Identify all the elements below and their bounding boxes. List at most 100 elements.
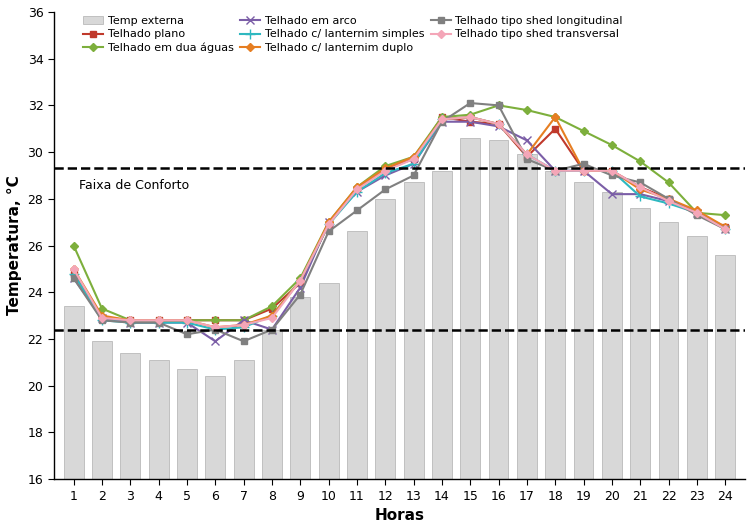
Bar [375, 199, 395, 479]
Telhado tipo shed longitudinal [126, 320, 135, 326]
Telhado c/ lanternim simples [183, 320, 192, 326]
Telhado c/ lanternim duplo [465, 114, 475, 120]
Telhado em dua águas [296, 275, 305, 281]
Telhado c/ lanternim simples [465, 114, 475, 120]
Telhado plano [438, 114, 447, 120]
Telhado plano [98, 315, 107, 321]
Bar [92, 341, 112, 479]
Bar [347, 232, 367, 479]
Telhado c/ lanternim duplo [69, 266, 78, 272]
Telhado c/ lanternim simples [154, 320, 163, 326]
Telhado tipo shed transversal [324, 222, 333, 228]
Telhado tipo shed longitudinal [635, 179, 644, 186]
Telhado c/ lanternim simples [550, 167, 559, 174]
Telhado tipo shed transversal [409, 156, 418, 162]
Telhado c/ lanternim simples [98, 317, 107, 323]
Telhado em dua águas [550, 114, 559, 120]
Bar [460, 138, 481, 479]
Telhado tipo shed longitudinal [579, 161, 588, 167]
Telhado plano [353, 186, 362, 192]
Telhado c/ lanternim duplo [635, 186, 644, 192]
Telhado em dua águas [608, 142, 617, 148]
Telhado plano [608, 167, 617, 174]
Telhado c/ lanternim simples [296, 277, 305, 284]
Telhado em arco [183, 320, 192, 326]
Telhado tipo shed longitudinal [381, 186, 390, 192]
Telhado c/ lanternim simples [523, 151, 532, 157]
Telhado tipo shed transversal [239, 322, 248, 328]
Telhado plano [409, 156, 418, 162]
Bar [205, 376, 225, 479]
Telhado c/ lanternim simples [268, 312, 277, 319]
Telhado em arco [211, 338, 220, 344]
Telhado em arco [664, 198, 673, 205]
Telhado em arco [523, 137, 532, 144]
Telhado c/ lanternim duplo [296, 277, 305, 284]
Line: Telhado plano: Telhado plano [71, 114, 728, 323]
Telhado tipo shed transversal [381, 167, 390, 174]
Telhado c/ lanternim duplo [381, 165, 390, 172]
Telhado c/ lanternim duplo [438, 116, 447, 122]
Telhado tipo shed transversal [579, 167, 588, 174]
Telhado plano [296, 280, 305, 286]
Bar [120, 353, 140, 479]
Telhado tipo shed transversal [523, 151, 532, 157]
Telhado c/ lanternim simples [494, 121, 503, 127]
Line: Telhado em arco: Telhado em arco [69, 118, 729, 346]
Telhado tipo shed longitudinal [550, 167, 559, 174]
Legend: Temp externa, Telhado plano, Telhado em dua águas, Telhado em arco, Telhado c/ l: Temp externa, Telhado plano, Telhado em … [80, 13, 626, 57]
Telhado tipo shed transversal [211, 324, 220, 330]
Y-axis label: Temperatura, °C: Temperatura, °C [7, 175, 22, 315]
Telhado c/ lanternim duplo [409, 154, 418, 160]
Telhado plano [211, 317, 220, 323]
Telhado c/ lanternim simples [381, 170, 390, 176]
Telhado tipo shed transversal [154, 317, 163, 323]
Telhado plano [126, 317, 135, 323]
Telhado em dua águas [154, 317, 163, 323]
Telhado tipo shed transversal [296, 277, 305, 284]
Telhado em arco [720, 226, 729, 232]
Telhado tipo shed longitudinal [183, 331, 192, 338]
Telhado em arco [494, 123, 503, 129]
Telhado plano [381, 165, 390, 172]
Telhado em arco [409, 161, 418, 167]
Telhado em dua águas [268, 303, 277, 310]
Telhado em dua águas [324, 219, 333, 225]
Telhado tipo shed longitudinal [465, 100, 475, 106]
Bar [687, 236, 707, 479]
Telhado em arco [693, 210, 702, 216]
Bar [149, 360, 168, 479]
Bar [177, 369, 197, 479]
Telhado em dua águas [381, 163, 390, 169]
Telhado c/ lanternim simples [693, 210, 702, 216]
Telhado c/ lanternim duplo [664, 196, 673, 202]
Telhado tipo shed transversal [550, 167, 559, 174]
Telhado plano [465, 119, 475, 125]
Telhado plano [664, 196, 673, 202]
Bar [574, 182, 593, 479]
Telhado c/ lanternim duplo [523, 151, 532, 157]
Line: Telhado tipo shed longitudinal: Telhado tipo shed longitudinal [71, 100, 728, 344]
Line: Telhado em dua águas: Telhado em dua águas [71, 103, 728, 323]
Telhado em dua águas [635, 158, 644, 165]
Bar [234, 360, 253, 479]
Bar [630, 208, 650, 479]
Telhado c/ lanternim simples [635, 193, 644, 200]
Telhado c/ lanternim duplo [183, 317, 192, 323]
Telhado plano [635, 184, 644, 190]
Telhado tipo shed transversal [183, 317, 192, 323]
Bar [64, 306, 83, 479]
Bar [715, 255, 735, 479]
Telhado em arco [438, 119, 447, 125]
Telhado c/ lanternim duplo [608, 167, 617, 174]
Telhado c/ lanternim simples [239, 324, 248, 330]
Telhado tipo shed longitudinal [494, 102, 503, 109]
Telhado c/ lanternim simples [438, 116, 447, 122]
Telhado em arco [126, 320, 135, 326]
Telhado em arco [550, 167, 559, 174]
Line: Telhado c/ lanternim duplo: Telhado c/ lanternim duplo [71, 114, 728, 330]
Telhado em dua águas [579, 128, 588, 134]
Telhado c/ lanternim duplo [579, 167, 588, 174]
Telhado em arco [69, 275, 78, 281]
Telhado c/ lanternim simples [211, 326, 220, 333]
